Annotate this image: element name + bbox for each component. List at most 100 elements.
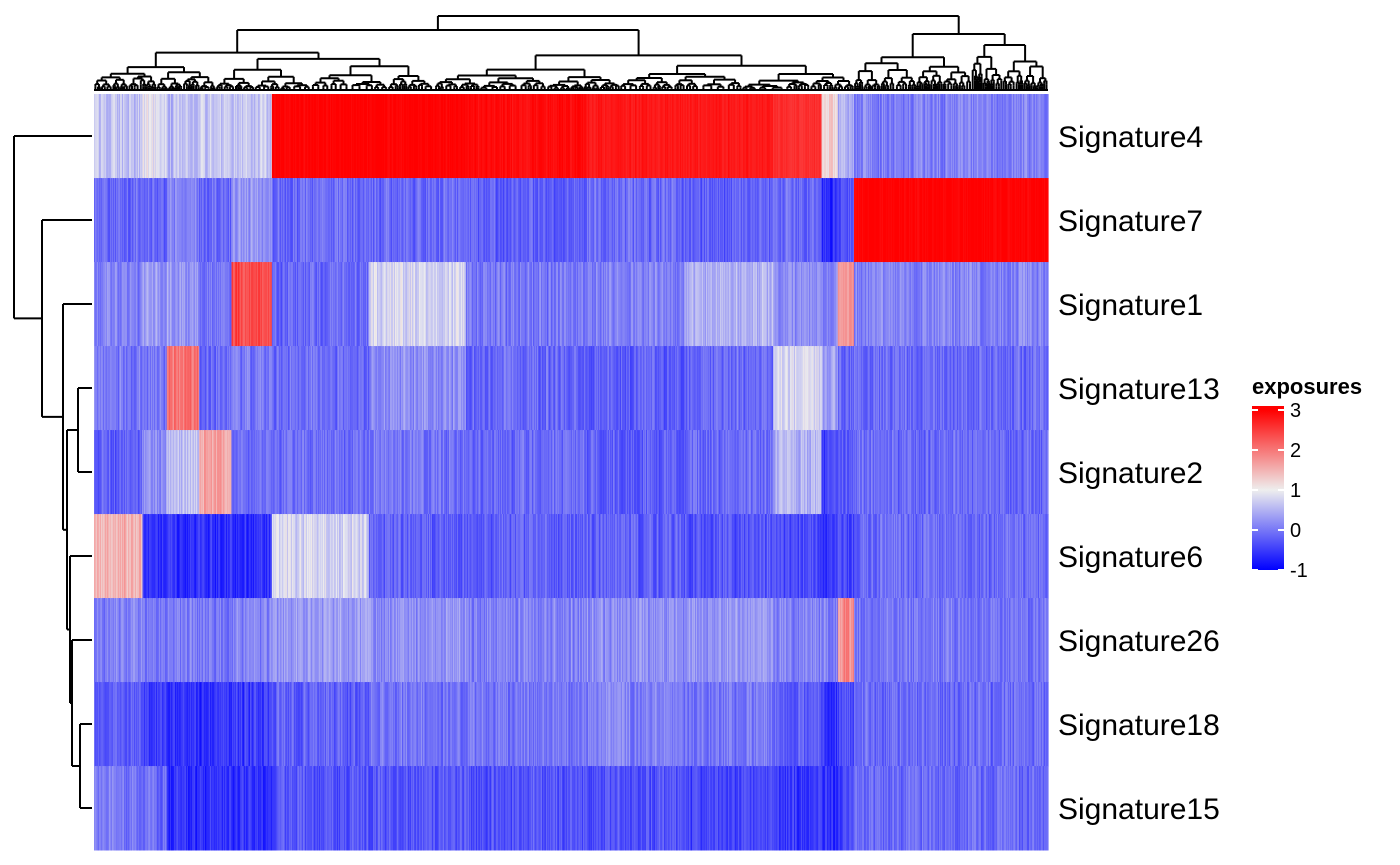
heatmap-cell: [204, 430, 207, 515]
heatmap-cell: [384, 346, 386, 431]
heatmap-cell: [120, 430, 123, 515]
heatmap-cell: [316, 94, 318, 179]
heatmap-cell: [241, 94, 244, 179]
heatmap-cell: [227, 514, 229, 599]
heatmap-cell: [216, 430, 218, 515]
heatmap-cell: [190, 430, 192, 515]
heatmap-cell: [341, 178, 343, 263]
heatmap-cell: [310, 262, 313, 347]
heatmap-cell: [371, 262, 373, 347]
heatmap-cell: [397, 766, 399, 851]
heatmap-cell: [160, 514, 162, 599]
heatmap-cell: [321, 598, 324, 683]
heatmap-cell: [371, 94, 373, 179]
heatmap-cell: [376, 514, 379, 599]
heatmap-cell: [300, 94, 302, 179]
heatmap-cell: [376, 598, 379, 683]
heatmap-cell: [367, 598, 369, 683]
heatmap-cell: [195, 94, 197, 179]
heatmap-cell: [203, 94, 206, 179]
heatmap-cell: [101, 178, 103, 263]
heatmap-cell: [385, 94, 388, 179]
heatmap-cell: [312, 178, 314, 263]
heatmap-cell: [314, 346, 317, 431]
heatmap-cell: [195, 430, 198, 515]
heatmap-cell: [170, 682, 172, 767]
heatmap-cell: [110, 178, 112, 263]
heatmap-cell: [319, 178, 321, 263]
heatmap-cell: [415, 598, 418, 683]
heatmap-cell: [138, 682, 140, 767]
heatmap-cell: [179, 514, 182, 599]
heatmap-cell: [313, 262, 315, 347]
heatmap-cell: [135, 94, 137, 179]
heatmap-cell: [159, 262, 161, 347]
heatmap-cell: [351, 514, 354, 599]
heatmap-cell: [309, 346, 311, 431]
heatmap-cell: [309, 94, 311, 179]
heatmap-cell: [228, 262, 230, 347]
heatmap-cell: [267, 598, 269, 683]
heatmap-cell: [364, 94, 366, 179]
heatmap-cell: [212, 94, 214, 179]
heatmap-cell: [395, 766, 397, 851]
heatmap-cell: [359, 262, 361, 347]
heatmap-cell: [288, 94, 290, 179]
heatmap-cell: [100, 346, 102, 431]
heatmap-cell: [336, 598, 338, 683]
heatmap-cell: [340, 346, 342, 431]
heatmap-cell: [397, 598, 399, 683]
heatmap-cell: [349, 514, 351, 599]
heatmap-cell: [295, 430, 297, 515]
heatmap-cell: [275, 430, 277, 515]
heatmap-cell: [176, 94, 178, 179]
heatmap-cell: [169, 766, 171, 851]
heatmap-cell: [229, 262, 232, 347]
heatmap-cell: [186, 178, 189, 263]
heatmap-cell: [100, 598, 102, 683]
heatmap-cell: [397, 262, 400, 347]
heatmap-cell: [192, 178, 195, 263]
heatmap-cell: [258, 766, 260, 851]
heatmap-cell: [278, 178, 280, 263]
heatmap-cell: [205, 346, 207, 431]
heatmap-cell: [256, 94, 258, 179]
heatmap-cell: [208, 178, 211, 263]
heatmap-cell: [186, 430, 189, 515]
heatmap-cell: [313, 682, 315, 767]
heatmap-cell: [106, 178, 109, 263]
heatmap-cell: [391, 262, 393, 347]
heatmap-cell: [260, 262, 262, 347]
heatmap-cell: [270, 178, 272, 263]
heatmap-cell: [125, 430, 127, 515]
heatmap-cell: [393, 598, 396, 683]
heatmap-cell: [172, 766, 174, 851]
heatmap-cell: [364, 514, 366, 599]
heatmap-cell: [119, 262, 121, 347]
heatmap-cell: [294, 430, 296, 515]
heatmap-cell: [182, 430, 185, 515]
heatmap-cell: [396, 514, 398, 599]
heatmap-cell: [369, 94, 372, 179]
heatmap-cell: [158, 682, 161, 767]
heatmap-cell: [312, 514, 314, 599]
heatmap-cell: [186, 514, 188, 599]
heatmap-cell: [414, 178, 417, 263]
heatmap-cell: [379, 766, 381, 851]
heatmap-cell: [289, 178, 292, 263]
heatmap-cell: [283, 766, 285, 851]
heatmap-cell: [216, 766, 219, 851]
heatmap-cell: [127, 766, 129, 851]
heatmap-cell: [135, 178, 137, 263]
heatmap-cell: [381, 766, 383, 851]
heatmap-cell: [384, 262, 386, 347]
heatmap-cell: [398, 178, 401, 263]
heatmap-cell: [307, 262, 309, 347]
heatmap-cell: [296, 94, 299, 179]
heatmap-cell: [182, 262, 184, 347]
heatmap-cell: [162, 346, 165, 431]
heatmap-cell: [244, 682, 246, 767]
heatmap-cell: [370, 346, 372, 431]
heatmap-cell: [106, 598, 109, 683]
heatmap-cell: [114, 346, 116, 431]
